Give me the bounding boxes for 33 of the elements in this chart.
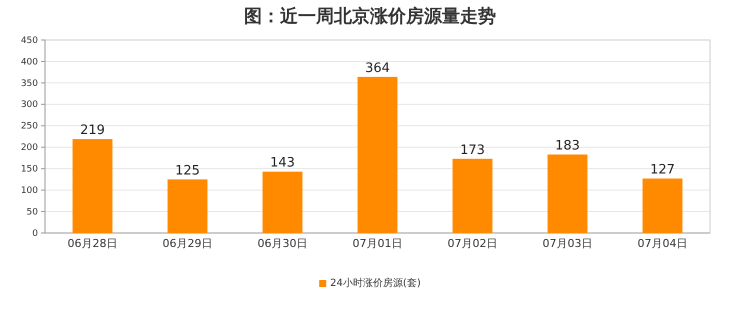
bar [358, 76, 398, 233]
x-tick-label: 06月30日 [258, 236, 308, 250]
data-label: 125 [175, 163, 200, 178]
bar [642, 178, 682, 233]
x-tick-label: 06月29日 [162, 236, 212, 250]
y-tick-label: 350 [20, 78, 38, 89]
x-tick-label: 06月28日 [68, 236, 118, 250]
chart-title: 图：近一周北京涨价房源量走势 [244, 6, 496, 27]
y-tick-label: 250 [20, 122, 38, 132]
x-tick-label: 07月02日 [448, 236, 498, 250]
y-tick-label: 450 [20, 36, 38, 46]
y-tick-label: 50 [26, 207, 38, 218]
bar [72, 139, 112, 233]
bar [262, 172, 302, 233]
data-label: 219 [80, 123, 105, 138]
x-tick-label: 07月03日 [542, 236, 592, 250]
y-tick-label: 300 [20, 100, 38, 110]
y-tick-label: 400 [20, 57, 38, 68]
x-tick-label: 07月04日 [638, 236, 688, 250]
y-tick-label: 150 [20, 164, 38, 175]
y-tick-label: 0 [32, 228, 38, 239]
bar [452, 158, 492, 233]
y-tick-label: 200 [20, 143, 38, 154]
legend-label: 24小时涨价房源(套) [330, 277, 421, 289]
bar [548, 154, 588, 233]
data-label: 143 [270, 156, 295, 171]
x-tick-label: 07月01日 [352, 236, 402, 250]
data-label: 183 [555, 138, 580, 154]
y-tick-label: 100 [20, 186, 38, 196]
data-label: 173 [460, 142, 485, 158]
data-label: 364 [365, 60, 390, 76]
bar [168, 179, 208, 233]
data-label: 127 [650, 162, 675, 178]
